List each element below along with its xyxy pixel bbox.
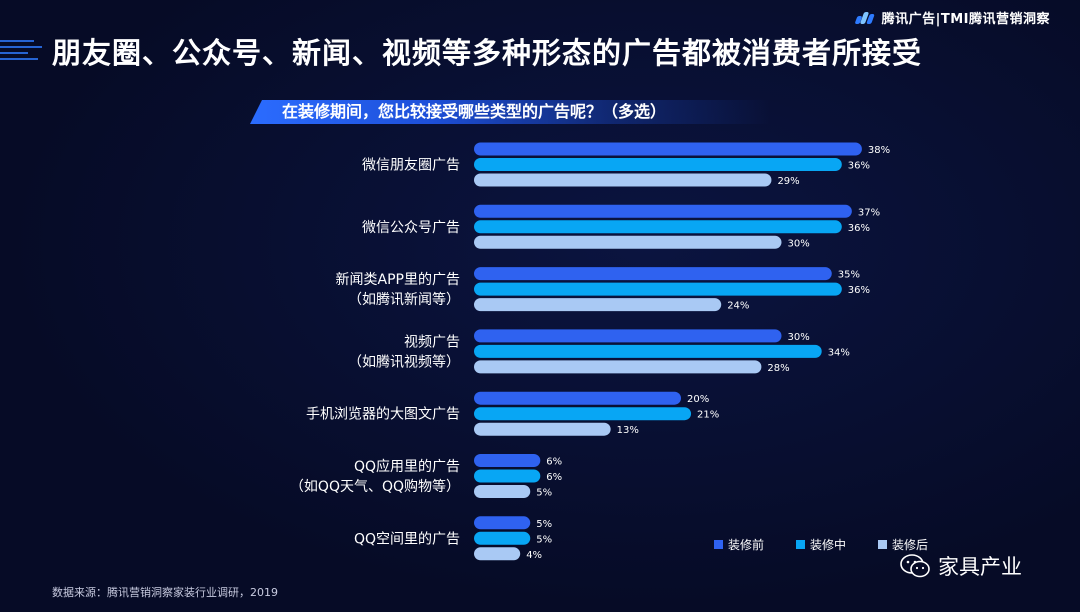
title-decoration [0,36,50,68]
data-label: 36% [848,223,870,234]
data-label: 29% [777,176,799,187]
bar [474,142,862,156]
data-label: 37% [858,207,880,218]
bar [474,344,822,358]
bar [474,282,842,296]
data-source-note: 数据来源：腾讯营销洞察家装行业调研，2019 [52,586,278,599]
bar [474,547,521,561]
data-label: 24% [727,301,749,312]
data-label: 4% [526,550,542,561]
data-label: 28% [767,363,789,374]
data-label: 38% [868,145,890,156]
category-label: （如腾讯新闻等） [348,291,460,308]
legend-swatch [714,540,723,549]
watermark: 家具产业 [900,551,1022,581]
category-label: QQ应用里的广告 [354,458,460,475]
bar [474,391,681,405]
category-label: 视频广告 [404,334,460,350]
data-label: 20% [687,394,709,405]
data-label: 6% [546,472,562,483]
category-label: 新闻类APP里的广告 [336,272,460,288]
legend-swatch [878,540,887,549]
data-label: 5% [536,519,552,530]
data-label: 13% [617,425,639,436]
legend-label: 装修中 [810,537,846,552]
bar [474,298,722,312]
legend-label: 装修后 [892,537,928,552]
question-text: 在装修期间，您比较接受哪些类型的广告呢？（多选） [282,102,667,121]
bar [474,235,782,249]
bar [474,220,842,234]
bar [474,516,531,530]
bar [474,329,782,343]
category-label: QQ空间里的广告 [354,531,460,547]
category-label: 微信朋友圈广告 [362,158,460,174]
bar [474,531,531,545]
bar [474,158,842,171]
bar [474,267,832,281]
data-label: 34% [828,347,850,358]
page-title: 朋友圈、公众号、新闻、视频等多种形态的广告都被消费者所接受 [52,36,923,70]
bar [474,204,852,218]
data-label: 35% [838,270,860,281]
legend-swatch [796,540,805,549]
category-label: （如腾讯视频等） [348,353,460,370]
bar [474,173,772,187]
data-label: 5% [536,488,552,499]
bar [474,469,541,483]
category-label: 微信公众号广告 [362,220,460,236]
bar [474,422,611,436]
data-label: 6% [546,457,562,468]
brand-logo: 腾讯广告|TMI腾讯营销洞察 [854,8,1050,27]
category-label: 手机浏览器的大图文广告 [306,407,460,423]
category-label: （如QQ天气、QQ购物等） [290,478,460,495]
data-label: 30% [788,238,810,249]
question-banner [250,100,770,124]
bar [474,485,531,498]
watermark-text: 家具产业 [938,555,1022,579]
data-label: 5% [536,534,552,545]
brand-text: 腾讯广告|TMI腾讯营销洞察 [881,12,1050,27]
legend-label: 装修前 [728,537,764,552]
data-label: 21% [697,410,719,421]
wechat-icon [900,554,930,578]
bar [474,407,692,421]
data-label: 36% [848,285,870,296]
data-label: 30% [788,332,810,343]
data-label: 36% [848,161,870,172]
bar [474,454,541,467]
bar [474,360,762,374]
